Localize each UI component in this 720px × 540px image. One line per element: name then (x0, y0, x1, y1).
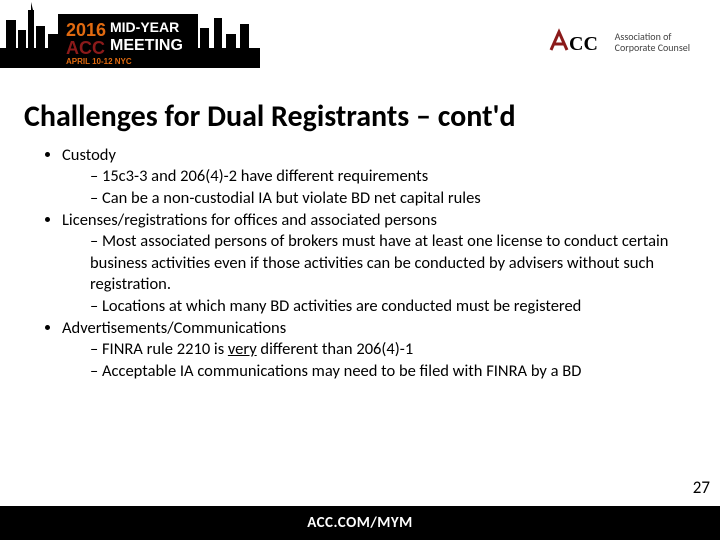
footer: ACC.COM/MYM (0, 506, 720, 540)
acc-line2: Corporate Counsel (615, 42, 690, 53)
event-year: 2016 (66, 20, 106, 40)
header: 2016 MID-YEAR ACC MEETING APRIL 10-12 NY… (0, 0, 720, 88)
sub-bullet-item: Most associated persons of brokers must … (90, 231, 692, 294)
sub-bullet-item: 15c3-3 and 206(4)-2 have different requi… (90, 166, 692, 187)
bullet-item: Licenses/registrations for offices and a… (62, 210, 692, 317)
page-number: 27 (693, 477, 710, 498)
acc-logo-text: Association of Corporate Counsel (615, 31, 690, 53)
slide-content: Custody 15c3-3 and 206(4)-2 have differe… (0, 137, 720, 382)
slide-title: Challenges for Dual Registrants – cont'd (0, 88, 720, 137)
sub-bullet-item: Acceptable IA communications may need to… (90, 361, 692, 382)
acc-logo: CC Association of Corporate Counsel (547, 28, 690, 56)
bullet-text: Licenses/registrations for offices and a… (62, 210, 437, 230)
sub-bullet-item: Locations at which many BD activities ar… (90, 296, 692, 317)
event-line2: MEETING (110, 37, 183, 54)
bullet-item: Advertisements/Communications FINRA rule… (62, 318, 692, 382)
bullet-text: Advertisements/Communications (62, 318, 286, 338)
bullet-item: Custody 15c3-3 and 206(4)-2 have differe… (62, 145, 692, 209)
footer-url: ACC.COM/MYM (307, 514, 413, 532)
event-brand: ACC (66, 38, 105, 58)
event-dates: APRIL 10-12 NYC (66, 57, 132, 66)
event-logo: 2016 MID-YEAR ACC MEETING APRIL 10-12 NY… (0, 0, 260, 80)
bullet-text: Custody (62, 145, 116, 165)
event-line1: MID-YEAR (110, 19, 179, 35)
sub-bullet-item: FINRA rule 2210 is very different than 2… (90, 339, 692, 360)
svg-text:CC: CC (569, 33, 598, 55)
acc-logo-mark: CC (547, 28, 609, 56)
sub-bullet-item: Can be a non-custodial IA but violate BD… (90, 188, 692, 209)
